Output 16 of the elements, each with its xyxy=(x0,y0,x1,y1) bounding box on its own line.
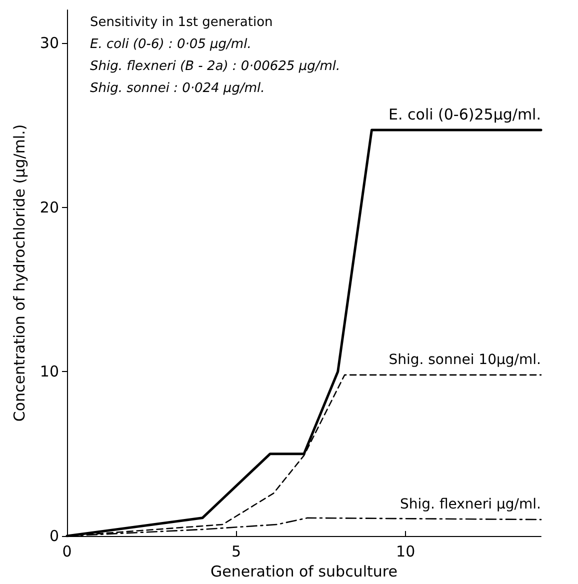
y-axis-title: Concentration of hydrochloride (µg/ml.) xyxy=(10,124,28,422)
series-label: Shig. sonnei 10µg/ml. xyxy=(388,352,541,368)
annotation: Shig. sonnei : 0·024 µg/ml. xyxy=(90,81,265,96)
x-axis-title: Generation of subculture xyxy=(210,562,398,580)
series-label: Shig. flexneri µg/ml. xyxy=(400,496,541,513)
x-tick-label: 5 xyxy=(232,542,242,560)
y-tick-label: 0 xyxy=(49,527,59,545)
annotation: E. coli (0-6) : 0·05 µg/ml. xyxy=(90,37,252,52)
annotation: Sensitivity in 1st generation xyxy=(90,15,273,30)
annotation: Shig. flexneri (B - 2a) : 0·00625 µg/ml. xyxy=(90,59,340,74)
series-label: E. coli (0-6)25µg/ml. xyxy=(388,105,541,124)
y-tick-label: 10 xyxy=(40,362,59,381)
y-tick-label: 30 xyxy=(40,34,59,52)
x-tick-label: 0 xyxy=(62,542,72,560)
y-tick-label: 20 xyxy=(40,198,59,216)
x-tick-label: 10 xyxy=(396,542,416,560)
